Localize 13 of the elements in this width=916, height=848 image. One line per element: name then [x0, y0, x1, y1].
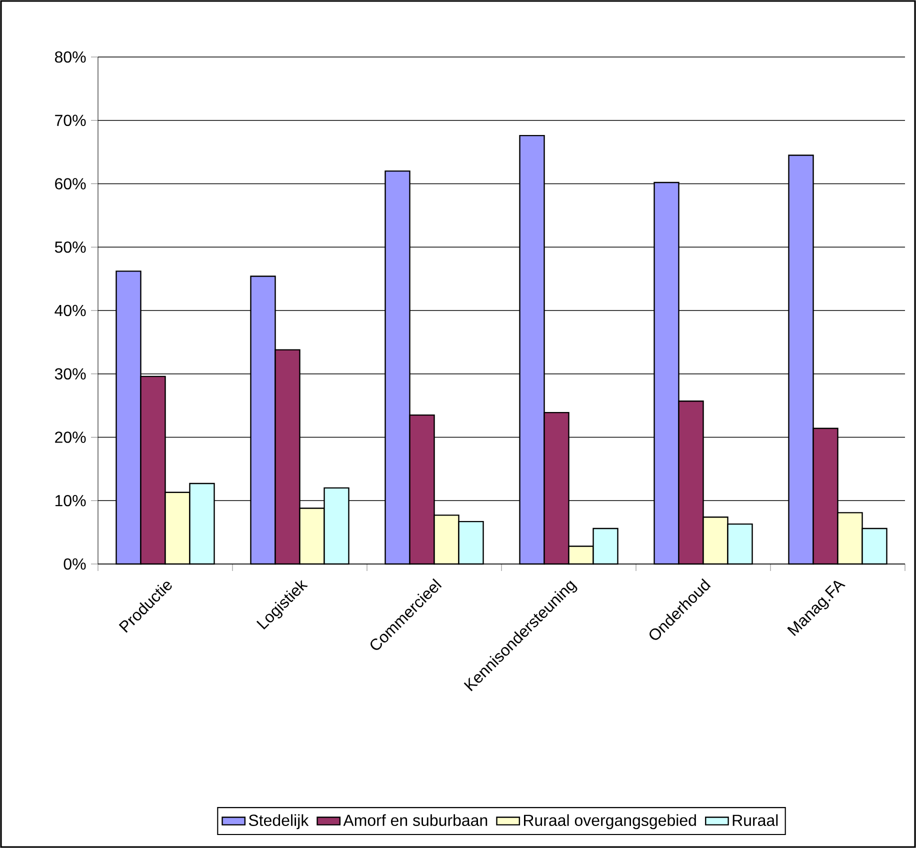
y-tick-label: 0% — [64, 558, 86, 570]
y-tick-label: 50% — [54, 241, 86, 253]
legend-label: Ruraal overgangsgebied — [524, 814, 696, 830]
y-tick-label: 40% — [54, 304, 86, 316]
y-tick-label: 20% — [55, 432, 86, 443]
y-tick-label: 30% — [54, 368, 86, 380]
legend-label: Ruraal — [732, 814, 778, 826]
legend-label: Stedelijk — [248, 814, 309, 830]
y-tick-label: 10% — [56, 494, 86, 506]
y-tick-label: 80% — [54, 51, 86, 63]
legend-label: Amorf en suburbaan — [343, 814, 488, 826]
y-tick-label: 60% — [55, 178, 86, 190]
y-tick-label: 70% — [55, 114, 86, 126]
